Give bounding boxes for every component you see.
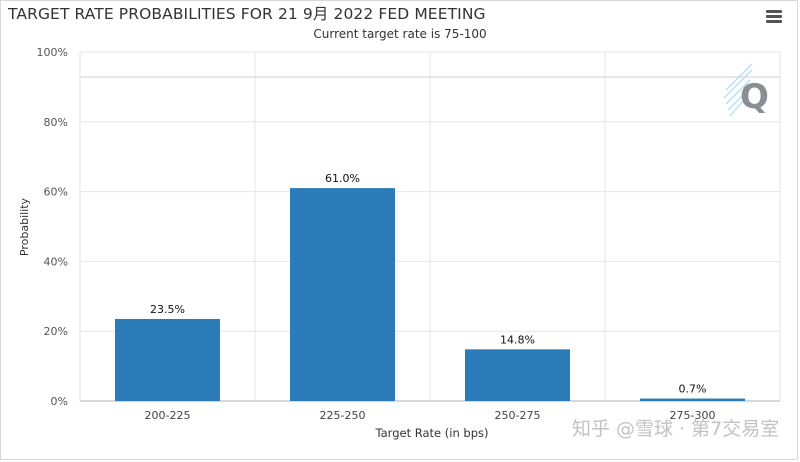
chart-subtitle: Current target rate is 75-100	[313, 27, 487, 41]
menu-line	[766, 15, 782, 18]
chart-title: TARGET RATE PROBABILITIES FOR 21 9月 2022…	[8, 5, 486, 23]
hamburger-menu-icon[interactable]	[766, 10, 782, 24]
logo-letter: Q	[740, 77, 769, 117]
cme-q-logo-icon: Q	[723, 63, 769, 117]
watermark-text: 知乎 @雪球 · 第7交易室	[572, 418, 780, 440]
menu-line	[766, 10, 782, 13]
menu-line	[766, 20, 782, 23]
